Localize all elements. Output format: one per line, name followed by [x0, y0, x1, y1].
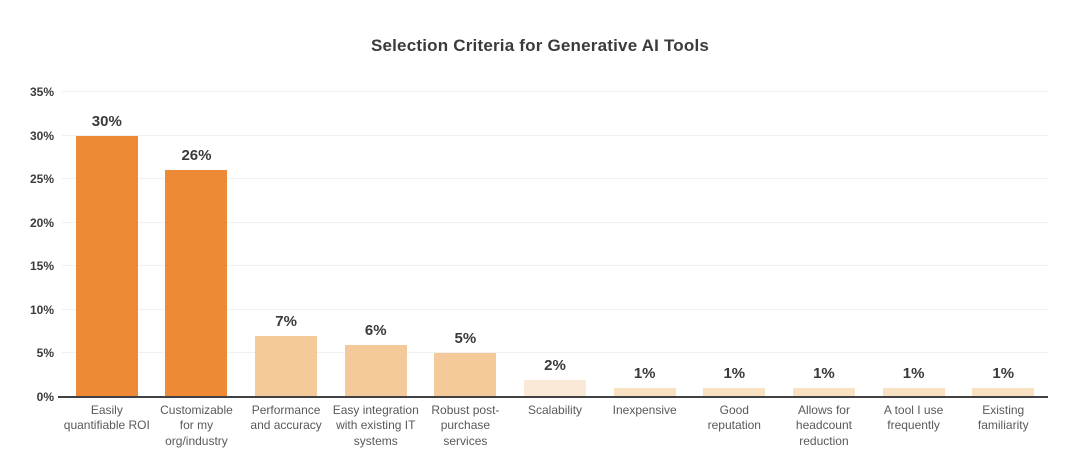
x-category-label: Performance and accuracy: [250, 403, 322, 433]
bar-value-label: 30%: [91, 112, 122, 130]
y-tick-label: 10%: [29, 302, 54, 317]
bar-slot: 1%: [869, 92, 959, 397]
grid-line: [62, 178, 1048, 180]
bar-value-label: 26%: [181, 147, 212, 165]
grid-line: [62, 134, 1048, 136]
y-tick-label: 15%: [29, 259, 54, 274]
bar-value-label: 1%: [992, 365, 1015, 383]
bar: [255, 336, 318, 397]
x-category-label: Customizable for my org/industry: [160, 403, 233, 448]
grid-line: [62, 308, 1048, 310]
x-category-label: Easy integration with existing IT system…: [332, 403, 419, 448]
y-tick-label: 0%: [36, 390, 54, 404]
bar-slot: 2%: [510, 92, 600, 397]
bar-value-label: 7%: [275, 313, 297, 330]
bar-value-label: 1%: [633, 365, 656, 383]
x-category-label: Scalability: [528, 403, 583, 417]
x-axis-line: [58, 396, 1048, 398]
chart-title: Selection Criteria for Generative AI Too…: [370, 36, 710, 55]
y-tick-label: 30%: [29, 128, 54, 143]
bar-slot: 6%: [331, 92, 421, 397]
plot-area: 30% 26% 7% 6% 5% 2% 1% 1% 1% 1% 1%: [58, 91, 1048, 398]
grid-line: [62, 221, 1048, 223]
bar-value-label: 5%: [454, 330, 477, 348]
x-category-label: Inexpensive: [612, 403, 677, 417]
bar: [344, 344, 407, 397]
bar-slot: 26%: [152, 92, 242, 397]
y-axis: 0% 5% 10% 15% 20% 25% 30% 35%: [0, 85, 56, 404]
x-category-label: Allows for headcount reduction: [795, 403, 852, 448]
bar: [792, 388, 855, 397]
y-tick-label: 5%: [36, 346, 54, 361]
bar-slot: 1%: [958, 92, 1048, 397]
bar: [882, 388, 945, 397]
bar-slot: 1%: [600, 92, 690, 397]
bar: [524, 379, 587, 397]
bar-value-label: 1%: [723, 365, 746, 383]
y-tick-label: 25%: [29, 172, 54, 187]
y-tick-label: 20%: [29, 215, 54, 230]
bars-row: 30% 26% 7% 6% 5% 2% 1% 1% 1% 1% 1%: [62, 92, 1048, 397]
x-category-label: Robust post- purchase services: [431, 403, 500, 448]
bar: [434, 353, 497, 397]
bar: [75, 135, 138, 397]
x-category-label: Good reputation: [707, 403, 761, 433]
x-category-label: Existing familiarity: [977, 403, 1029, 433]
bar-value-label: 6%: [364, 321, 387, 339]
bar: [972, 388, 1035, 397]
bar-slot: 1%: [689, 92, 779, 397]
bar-value-label: 1%: [902, 365, 925, 383]
x-category-label: Easily quantifiable ROI: [63, 403, 150, 433]
bar-slot: 7%: [241, 92, 331, 397]
x-category-label: A tool I use frequently: [883, 403, 944, 433]
grid-line: [62, 265, 1048, 267]
bar: [613, 388, 676, 397]
bar-value-label: 1%: [813, 365, 835, 383]
bar: [165, 170, 228, 397]
grid-line: [62, 352, 1048, 354]
bar-value-label: 2%: [544, 356, 566, 374]
bar: [703, 388, 766, 397]
x-axis-labels: Easily quantifiable ROI Customizable for …: [62, 403, 1048, 449]
grid-line: [62, 91, 1048, 92]
bar-slot: 30%: [62, 92, 152, 397]
bar-slot: 1%: [779, 92, 869, 397]
bar-slot: 5%: [421, 92, 511, 397]
y-tick-label: 35%: [29, 85, 54, 99]
